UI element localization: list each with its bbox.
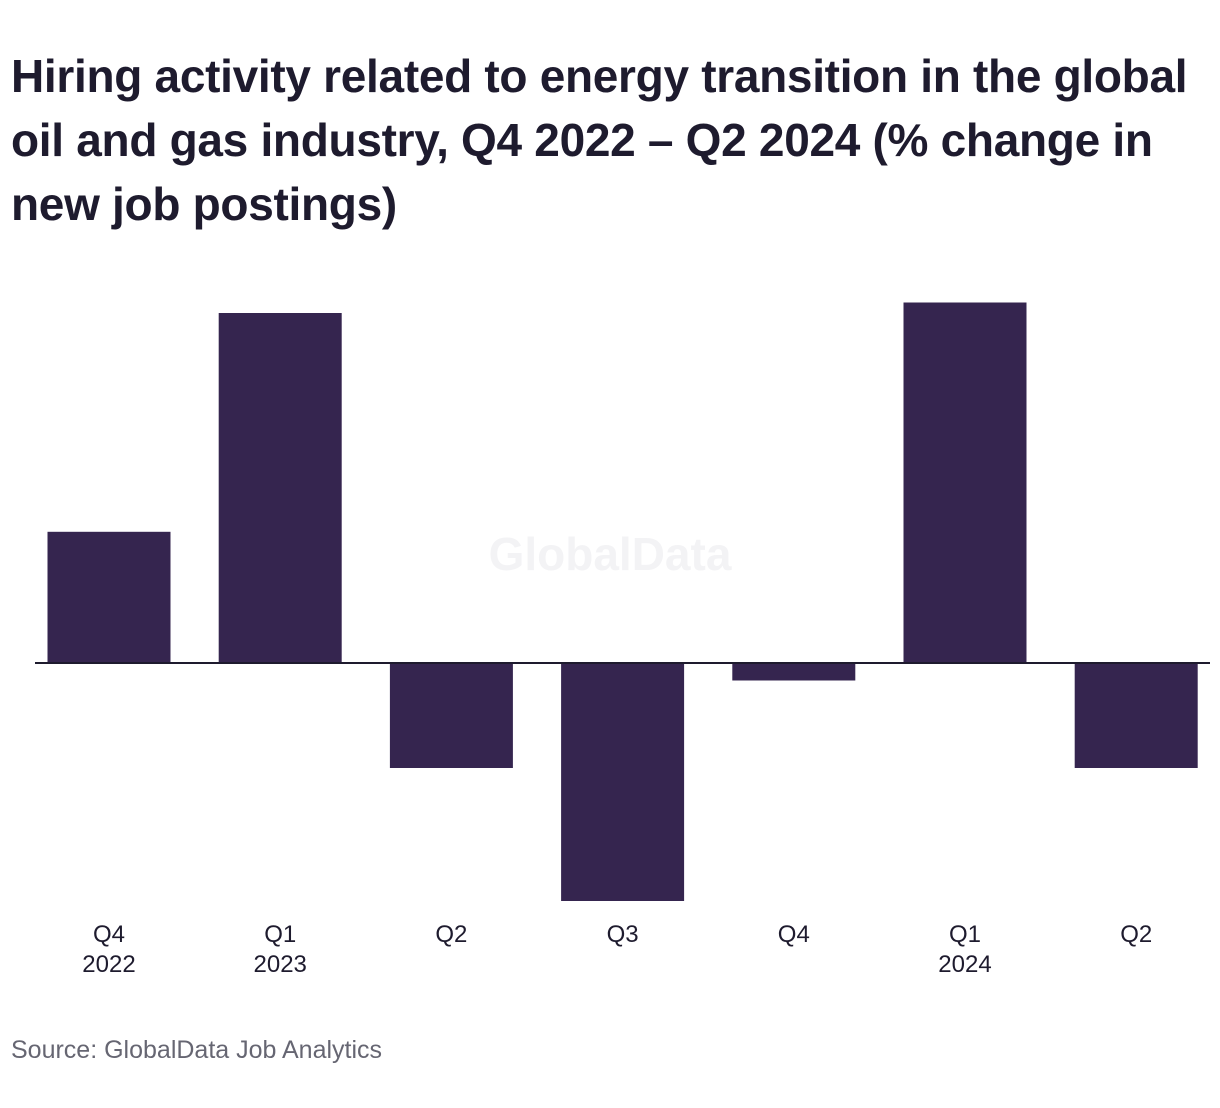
x-tick-label: Q4 <box>778 921 810 948</box>
x-tick-label: Q1 <box>264 921 296 948</box>
x-tick-label: Q4 <box>93 921 125 948</box>
x-tick-label: Q1 <box>949 921 981 948</box>
x-tick-year-label: 2024 <box>938 951 991 978</box>
bar-q4-2022 <box>47 531 171 664</box>
x-tick-labels: Q4 2022 Q1 2023 Q2 Q3 Q4 Q1 2024 Q2 <box>82 921 1152 978</box>
bar-q3 <box>561 663 685 901</box>
x-tick-label: Q3 <box>607 921 639 948</box>
bar-q2 <box>1074 663 1198 768</box>
bars-layer <box>47 302 1198 901</box>
bar-q2 <box>389 663 513 768</box>
bar-q1-2023 <box>218 313 342 663</box>
watermark-logo: GlobalData <box>489 528 732 580</box>
bar-q4 <box>732 663 856 681</box>
chart-title: Hiring activity related to energy transi… <box>11 50 1188 230</box>
x-tick-year-label: 2022 <box>82 951 135 978</box>
x-tick-label: Q2 <box>435 921 467 948</box>
bar-chart: GlobalData Q4 2022 Q1 2023 Q2 Q3 Q4 Q1 2024 Q2 <box>35 302 1210 978</box>
bar-q1-2024 <box>903 302 1027 663</box>
x-tick-year-label: 2023 <box>254 951 307 978</box>
source-note: Source: GlobalData Job Analytics <box>11 1036 383 1064</box>
x-tick-label: Q2 <box>1120 921 1152 948</box>
